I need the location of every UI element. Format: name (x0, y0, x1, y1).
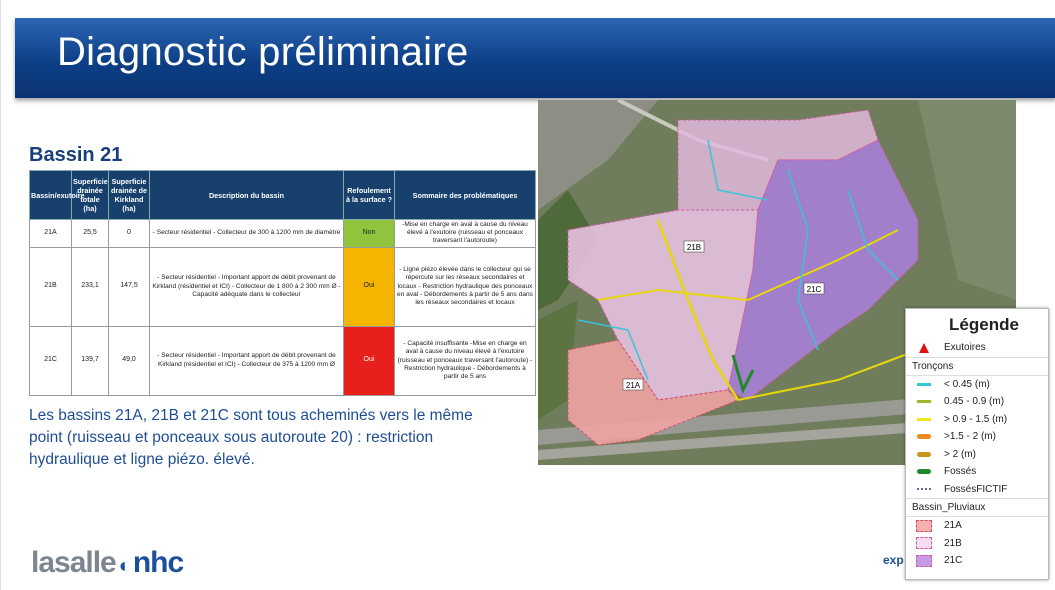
table-cell: 147,5 (109, 247, 150, 326)
table-cell: Non (344, 220, 395, 248)
table-header: Bassin/exutoire (30, 171, 72, 220)
table-cell: 21B (30, 247, 72, 326)
paragraph: Les bassins 21A, 21B et 21C sont tous ac… (29, 405, 509, 471)
map-label: 21A (626, 381, 641, 390)
table-header: Description du bassin (150, 171, 344, 220)
legend-item: Exutoires (906, 339, 1048, 357)
logo-text: lasalle (31, 546, 116, 579)
legend-title: Légende (920, 315, 1048, 335)
map-label: 21B (687, 243, 701, 252)
table-header: Sommaire des problématiques (395, 171, 536, 220)
table-cell: - Ligne piézo élevée dans le collecteur … (395, 247, 536, 326)
partner-logo: exp (883, 553, 904, 567)
legend-text: 21C (944, 555, 962, 566)
legend-item: >1.5 - 2 (m) (906, 428, 1048, 446)
legend-text: FossésFICTIF (944, 484, 1007, 495)
legend-text: Fossés (944, 466, 976, 477)
legend-text: 21B (944, 538, 962, 549)
section-title: Bassin 21 (29, 144, 122, 167)
slide: Diagnostic préliminaire Bassin 21 Bassin… (0, 0, 1055, 590)
table-header: Refoulement à la surface ? (344, 171, 395, 220)
table-cell: - Secteur résidentiel - Important apport… (150, 326, 344, 395)
legend-text: Tronçons (912, 361, 953, 372)
legend: Légende Exutoires Tronçons < 0.45 (m) 0.… (905, 308, 1049, 580)
company-logo: lasalle◐nhc (31, 546, 183, 580)
table-cell: 49,0 (109, 326, 150, 395)
table-cell: Oui (344, 247, 395, 326)
legend-text: < 0.45 (m) (944, 379, 990, 390)
legend-text: > 2 (m) (944, 449, 976, 460)
table-cell: Oui (344, 326, 395, 395)
legend-item: < 0.45 (m) (906, 376, 1048, 394)
legend-group: Bassin_Pluviaux (906, 498, 1048, 517)
table-cell: - Secteur résidentiel - Important apport… (150, 247, 344, 326)
legend-text: > 0.9 - 1.5 (m) (944, 414, 1007, 425)
legend-text: >1.5 - 2 (m) (944, 431, 996, 442)
slide-title: Diagnostic préliminaire (57, 30, 469, 75)
legend-item: > 0.9 - 1.5 (m) (906, 411, 1048, 429)
legend-text: Exutoires (944, 342, 986, 353)
table-cell: 139,7 (72, 326, 109, 395)
logo-text: nhc (133, 546, 183, 579)
table-header: Superficie drainée de Kirkland (ha) (109, 171, 150, 220)
legend-item: 21C (906, 552, 1048, 570)
legend-item: Fossés (906, 463, 1048, 481)
legend-item: 21A (906, 517, 1048, 535)
table-cell: 233,1 (72, 247, 109, 326)
page: Diagnostic préliminaire html, body { mar… (0, 0, 1055, 590)
logo-mark: ◐ (119, 555, 130, 577)
legend-text: Bassin_Pluviaux (912, 502, 985, 513)
legend-group: Tronçons (906, 357, 1048, 376)
body: { "header": {"title": "Diagnostic prélim… (0, 0, 1055, 590)
legend-item: 21B (906, 535, 1048, 553)
table-cell: 0 (109, 220, 150, 248)
legend-item: 0.45 - 0.9 (m) (906, 393, 1048, 411)
table-cell: 21A (30, 220, 72, 248)
legend-item: > 2 (m) (906, 446, 1048, 464)
table-cell: - Capacité insuffisante -Mise en charge … (395, 326, 536, 395)
table-cell: - Secteur résidentiel - Collecteur de 30… (150, 220, 344, 248)
table-cell: 21C (30, 326, 72, 395)
legend-item: FossésFICTIF (906, 481, 1048, 499)
table-cell: -Mise en charge en aval à cause du nivea… (395, 220, 536, 248)
legend-text: 0.45 - 0.9 (m) (944, 396, 1004, 407)
legend-text: 21A (944, 520, 962, 531)
title-banner: Diagnostic préliminaire (15, 18, 1055, 98)
table-cell: 25,5 (72, 220, 109, 248)
map-label: 21C (807, 285, 822, 294)
